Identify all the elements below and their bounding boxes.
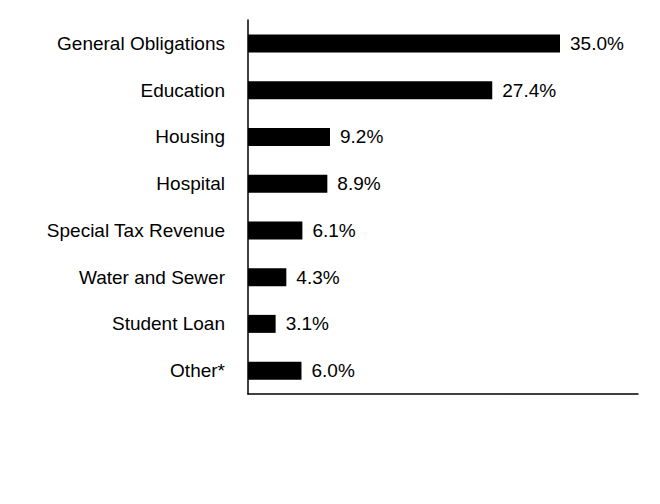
- svg-text:8.9%: 8.9%: [337, 173, 380, 194]
- svg-text:General Obligations: General Obligations: [57, 33, 225, 54]
- svg-text:Housing: Housing: [155, 126, 225, 147]
- svg-text:6.0%: 6.0%: [311, 360, 354, 381]
- svg-text:9.2%: 9.2%: [340, 126, 383, 147]
- svg-text:4.3%: 4.3%: [296, 267, 339, 288]
- svg-text:Student Loan: Student Loan: [112, 313, 225, 334]
- svg-text:3.1%: 3.1%: [286, 313, 329, 334]
- svg-text:Other*: Other*: [170, 360, 226, 381]
- svg-text:35.0%: 35.0%: [570, 33, 624, 54]
- svg-text:Special Tax Revenue: Special Tax Revenue: [47, 220, 225, 241]
- svg-text:Water and Sewer: Water and Sewer: [79, 267, 226, 288]
- svg-text:Education: Education: [140, 80, 225, 101]
- svg-text:Hospital: Hospital: [156, 173, 225, 194]
- svg-text:6.1%: 6.1%: [312, 220, 355, 241]
- svg-text:27.4%: 27.4%: [502, 80, 556, 101]
